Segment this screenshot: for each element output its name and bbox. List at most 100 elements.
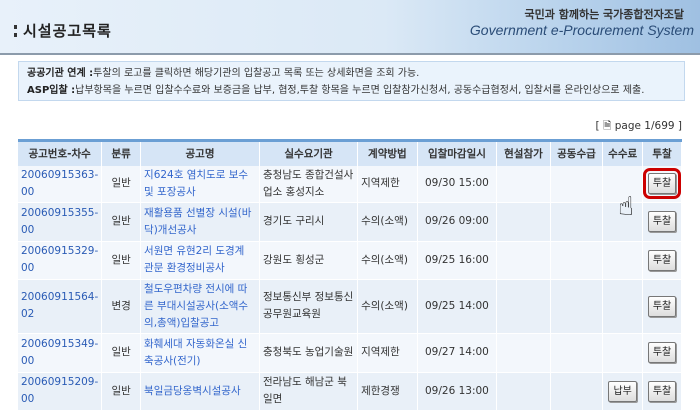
- site-visit: [496, 241, 551, 280]
- table-row: 20060915209-00 일반 북일금당옹벽시설공사 전라남도 해남군 북일…: [18, 372, 682, 411]
- category: 일반: [101, 333, 142, 373]
- bid-list-table: 공고번호-차수 분류 공고명 실수요기관 계약방법 입찰마감일시 현설참가 공동…: [18, 139, 682, 411]
- info-text-public: 투찰의 로고를 클릭하면 해당기관의 입찰공고 목록 또는 상세화면을 조회 가…: [93, 68, 420, 79]
- notice-number-link[interactable]: 20060911564-02: [21, 291, 99, 320]
- info-label-asp: ASP입찰 :: [27, 85, 76, 96]
- fee-cell: [602, 333, 644, 373]
- contract-method: 수의(소액): [357, 202, 418, 242]
- fee-cell: 납부: [602, 372, 644, 411]
- fee-cell: [602, 202, 644, 242]
- site-visit: [496, 333, 551, 373]
- col-header: 현설참가: [496, 140, 551, 166]
- joint-supply: [550, 333, 604, 373]
- bid-cell: 투찰: [642, 241, 682, 280]
- col-header: 분류: [101, 140, 142, 166]
- bid-button[interactable]: 투찰: [647, 295, 677, 317]
- notice-number-link[interactable]: 20060915363-00: [21, 168, 99, 198]
- col-header: 공고명: [140, 140, 260, 166]
- deadline: 09/25 16:00: [417, 241, 498, 280]
- deadline: 09/30 15:00: [417, 165, 498, 203]
- page-text: page 1/699: [614, 120, 675, 132]
- brand-slogan: 국민과 함께하는 국가종합전자조달: [524, 8, 684, 21]
- category: 변경: [101, 279, 142, 334]
- deadline: 09/25 14:00: [417, 279, 498, 334]
- bid-cell: 투찰: [642, 333, 682, 373]
- notice-title-link[interactable]: 화훼세대 자동화온실 신축공사(전기): [144, 337, 248, 367]
- notice-number-link[interactable]: 20060915209-00: [21, 376, 99, 405]
- joint-supply: [550, 202, 604, 242]
- col-header: 수수료: [602, 140, 644, 166]
- notice-title-link[interactable]: 철도우편차량 전시에 따른 부대시설공사(소액수의,총액)입찰공고: [144, 282, 249, 329]
- notice-title-link[interactable]: 재활용품 선별장 시설(바닥)개선공사: [144, 206, 252, 236]
- agency: 정보통신부 정보통신공무원교육원: [259, 279, 359, 334]
- category: 일반: [101, 202, 142, 242]
- table-row: 20060911564-02 변경 철도우편차량 전시에 따른 부대시설공사(소…: [18, 279, 682, 334]
- deadline: 09/26 09:00: [417, 202, 498, 242]
- page-header: 시설공고목록 국민과 함께하는 국가종합전자조달 Government e-Pr…: [0, 0, 700, 55]
- brand-logo: Government e-Procurement System: [469, 22, 694, 38]
- site-visit: [496, 202, 551, 242]
- bid-button[interactable]: 투찰: [647, 380, 677, 402]
- table-header: 공고번호-차수 분류 공고명 실수요기관 계약방법 입찰마감일시 현설참가 공동…: [18, 140, 682, 166]
- bullet-icon: [14, 25, 18, 37]
- table-row: 20060915355-00 일반 재활용품 선별장 시설(바닥)개선공사 경기…: [18, 202, 682, 242]
- table-row: 20060915329-00 일반 서원면 유현2리 도경계 관문 환경정비공사…: [18, 241, 682, 280]
- page-title-text: 시설공고목록: [23, 22, 112, 40]
- notice-number-link[interactable]: 20060915355-00: [21, 206, 99, 236]
- bid-cell: 투찰: [642, 165, 682, 203]
- deadline: 09/26 13:00: [417, 372, 498, 411]
- deadline: 09/27 14:00: [417, 333, 498, 373]
- page-indicator: [ 🗎 page 1/699 ]: [595, 120, 683, 132]
- col-header: 입찰마감일시: [417, 140, 498, 166]
- contract-method: 제한경쟁: [357, 372, 418, 411]
- agency: 강원도 횡성군: [259, 241, 359, 280]
- notice-number-link[interactable]: 20060915329-00: [21, 245, 99, 274]
- category: 일반: [101, 165, 142, 203]
- fee-cell: [602, 241, 644, 280]
- joint-supply: [550, 372, 604, 411]
- joint-supply: [550, 165, 604, 203]
- notice-title-link[interactable]: 지624호 염치도로 보수 및 포장공사: [144, 168, 249, 198]
- joint-supply: [550, 279, 604, 334]
- bid-button[interactable]: 투찰: [647, 342, 677, 363]
- joint-supply: [550, 241, 604, 280]
- hand-cursor-icon: ☝: [618, 192, 634, 222]
- col-header: 공고번호-차수: [18, 140, 103, 166]
- contract-method: 지역제한: [357, 333, 418, 373]
- contract-method: 수의(소액): [357, 279, 418, 334]
- fee-cell: [602, 165, 644, 203]
- agency: 전라남도 해남군 북일면: [259, 372, 359, 411]
- bid-cell: 투찰: [642, 202, 682, 242]
- notice-title-link[interactable]: 서원면 유현2리 도경계 관문 환경정비공사: [144, 245, 245, 274]
- table-row: 20060915349-00 일반 화훼세대 자동화온실 신축공사(전기) 충청…: [18, 333, 682, 373]
- col-header: 공동수급: [550, 140, 604, 166]
- site-visit: [496, 165, 551, 203]
- notice-number-link[interactable]: 20060915349-00: [21, 337, 99, 367]
- site-visit: [496, 372, 551, 411]
- table-row: 20060915363-00 일반 지624호 염치도로 보수 및 포장공사 충…: [18, 165, 682, 203]
- bid-button[interactable]: 투찰: [647, 249, 677, 271]
- pay-button[interactable]: 납부: [608, 380, 637, 402]
- category: 일반: [101, 241, 142, 280]
- col-header: 실수요기관: [259, 140, 359, 166]
- fee-cell: [602, 279, 644, 334]
- agency: 경기도 구리시: [259, 202, 359, 242]
- col-header: 투찰: [642, 140, 682, 166]
- page-title: 시설공고목록: [14, 20, 112, 41]
- agency: 충청북도 농업기술원: [259, 333, 359, 373]
- site-visit: [496, 279, 551, 334]
- info-label-public: 공공기관 연계 :: [27, 68, 94, 79]
- bid-cell: 투찰: [642, 279, 682, 334]
- contract-method: 수의(소액): [357, 241, 418, 280]
- info-text-asp: 납부항목을 누르면 입찰수수료와 보증금을 납부, 협정,투찰 항목을 누르면 …: [75, 85, 645, 96]
- contract-method: 지역제한: [357, 165, 418, 203]
- info-box: 공공기관 연계 :투찰의 로고를 클릭하면 해당기관의 입찰공고 목록 또는 상…: [18, 61, 685, 101]
- col-header: 계약방법: [357, 140, 418, 166]
- agency: 충청남도 종합건설사업소 홍성지소: [259, 165, 359, 203]
- page-icon: 🗎: [602, 120, 612, 132]
- notice-title-link[interactable]: 북일금당옹벽시설공사: [144, 384, 241, 397]
- bid-cell: 투찰: [642, 372, 682, 411]
- bid-button[interactable]: 투찰: [642, 168, 682, 199]
- bid-button[interactable]: 투찰: [647, 211, 677, 232]
- category: 일반: [101, 372, 142, 411]
